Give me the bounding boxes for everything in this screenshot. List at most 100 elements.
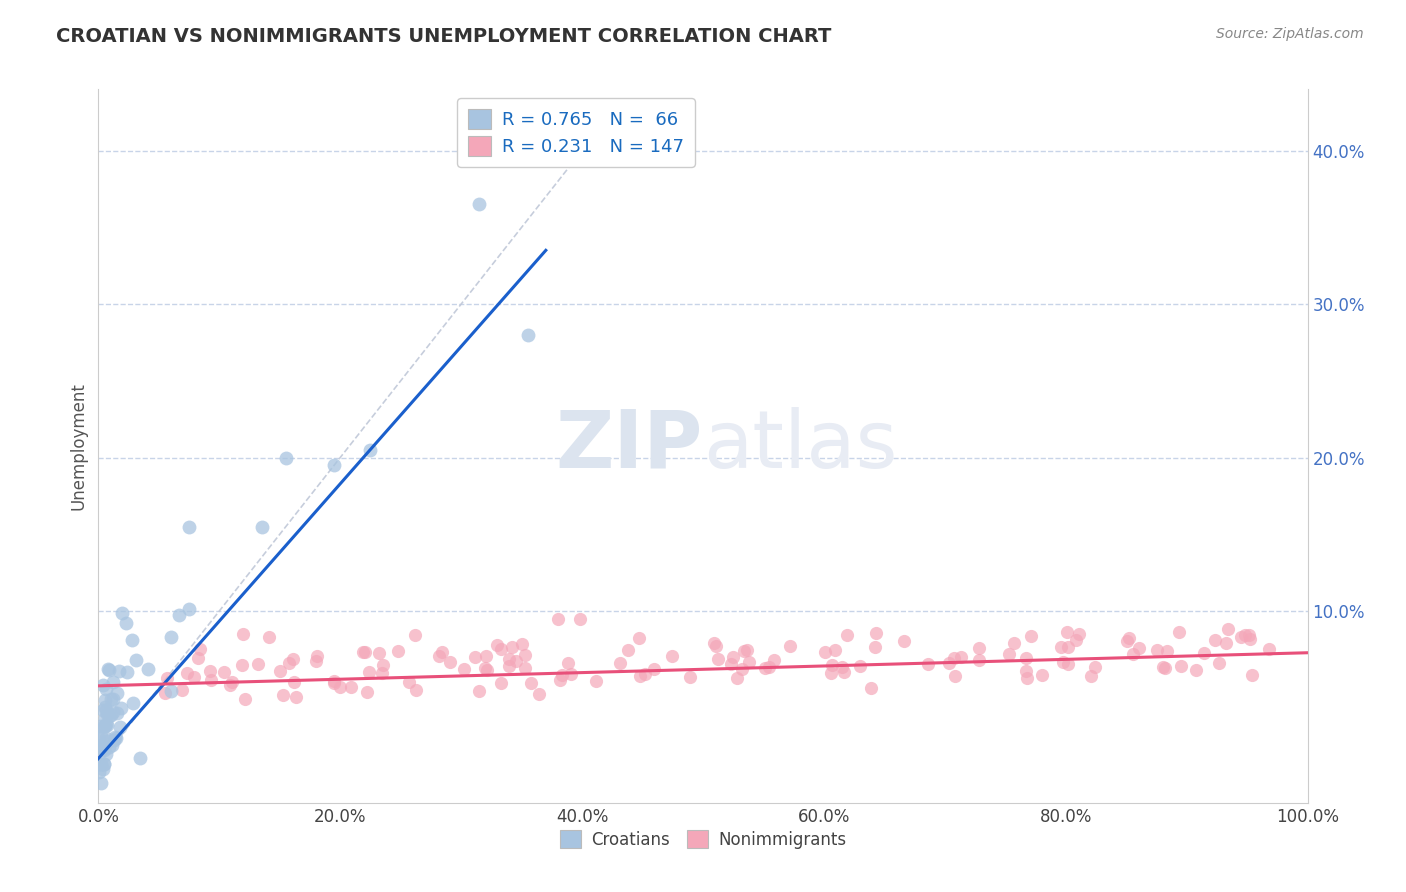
Point — [100, 691, 122, 706]
Point — [232, 627, 254, 641]
Point — [1257, 641, 1279, 656]
Point — [105, 686, 128, 700]
Point — [527, 688, 550, 702]
Point — [115, 665, 138, 679]
Point — [231, 658, 253, 673]
Point — [404, 628, 426, 642]
Point — [1146, 642, 1168, 657]
Point — [1118, 631, 1140, 645]
Point — [997, 647, 1019, 661]
Point — [101, 738, 124, 752]
Point — [704, 639, 727, 653]
Point — [1216, 623, 1239, 637]
Point — [1067, 627, 1090, 641]
Point — [1057, 640, 1080, 655]
Point — [247, 657, 270, 672]
Point — [90, 757, 112, 772]
Point — [1184, 663, 1206, 677]
Point — [1015, 664, 1038, 678]
Point — [617, 643, 640, 657]
Point — [1168, 625, 1191, 640]
Point — [156, 671, 179, 685]
Point — [560, 666, 582, 681]
Point — [105, 731, 128, 745]
Point — [96, 731, 118, 745]
Point — [352, 645, 374, 659]
Point — [754, 661, 776, 675]
Point — [169, 608, 191, 623]
Point — [835, 628, 858, 642]
Point — [405, 682, 427, 697]
Point — [779, 639, 801, 653]
Point — [943, 669, 966, 683]
Point — [1002, 636, 1025, 650]
Point — [814, 645, 837, 659]
Point — [96, 706, 118, 721]
Point — [198, 664, 221, 678]
Point — [720, 657, 742, 671]
Point — [187, 650, 209, 665]
Point — [1208, 657, 1230, 671]
Point — [354, 645, 377, 659]
Point — [679, 670, 702, 684]
Point — [893, 634, 915, 648]
Point — [97, 662, 120, 676]
Point — [257, 630, 280, 644]
Point — [721, 650, 744, 665]
Point — [271, 688, 294, 702]
Point — [938, 657, 960, 671]
Point — [274, 450, 297, 465]
Point — [94, 719, 117, 733]
Point — [107, 706, 129, 720]
Point — [91, 678, 114, 692]
Point — [200, 673, 222, 687]
Point — [356, 685, 378, 699]
Point — [93, 719, 115, 733]
Point — [176, 666, 198, 681]
Point — [474, 661, 496, 675]
Point — [93, 757, 115, 772]
Point — [250, 519, 273, 533]
Point — [820, 665, 842, 680]
Point — [104, 730, 127, 744]
Point — [160, 630, 183, 644]
Point — [235, 692, 257, 706]
Point — [93, 757, 115, 772]
Point — [90, 729, 112, 743]
Point — [115, 616, 138, 631]
Point — [475, 648, 498, 663]
Point — [513, 648, 536, 662]
Point — [1152, 659, 1174, 673]
Point — [942, 650, 965, 665]
Point — [103, 733, 125, 747]
Point — [97, 663, 120, 677]
Point — [1084, 660, 1107, 674]
Point — [1240, 668, 1263, 682]
Point — [357, 665, 380, 679]
Point — [98, 739, 121, 754]
Text: Source: ZipAtlas.com: Source: ZipAtlas.com — [1216, 27, 1364, 41]
Point — [1239, 632, 1261, 646]
Point — [821, 658, 844, 673]
Point — [453, 661, 475, 675]
Point — [1170, 658, 1192, 673]
Point — [516, 327, 538, 342]
Point — [430, 645, 453, 659]
Point — [212, 665, 235, 679]
Point — [110, 720, 132, 734]
Point — [758, 659, 780, 673]
Point — [339, 680, 361, 694]
Point — [762, 653, 785, 667]
Point — [110, 701, 132, 715]
Point — [97, 709, 120, 723]
Point — [513, 661, 536, 675]
Point — [87, 730, 110, 744]
Point — [949, 650, 972, 665]
Point — [1115, 634, 1137, 648]
Point — [551, 668, 574, 682]
Point — [738, 656, 761, 670]
Text: CROATIAN VS NONIMMIGRANTS UNEMPLOYMENT CORRELATION CHART: CROATIAN VS NONIMMIGRANTS UNEMPLOYMENT C… — [56, 27, 831, 45]
Point — [323, 676, 346, 690]
Point — [824, 642, 846, 657]
Point — [633, 666, 655, 681]
